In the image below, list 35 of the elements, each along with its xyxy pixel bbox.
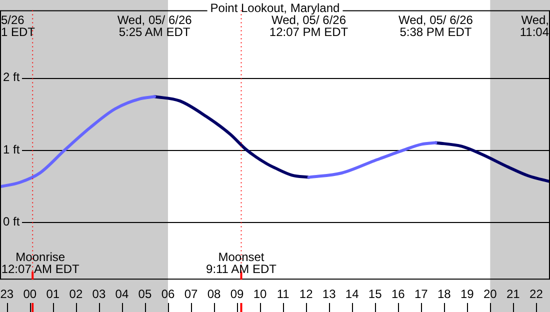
x-tick-label: 21: [506, 287, 520, 302]
ref-line-label: Moonset 9:11 AM EDT: [206, 250, 278, 276]
x-tick-label: 15: [368, 287, 382, 302]
x-tick-label: 11: [276, 287, 290, 302]
x-tick-label: 06: [161, 287, 175, 302]
x-tick-label: 01: [46, 287, 60, 302]
y-tick-label: 2 ft: [3, 70, 20, 84]
annotation: Wed, 05/ 6/26 12:07 PM EDT: [269, 13, 349, 39]
x-tick-label: 04: [115, 287, 129, 302]
x-tick-label: 16: [391, 287, 406, 302]
y-tick-label: 0 ft: [3, 214, 20, 228]
annotation: Wed, 05/ 6/26 5:25 AM EDT: [117, 13, 192, 39]
annotation: Wed, 11:04: [520, 13, 550, 39]
x-tick-label: 12: [299, 287, 314, 302]
annotation: Wed, 05/ 6/26 5:38 PM EDT: [398, 13, 474, 39]
x-tick-label: 00: [23, 287, 37, 302]
x-tick-label: 14: [345, 287, 360, 302]
annotation: 5/26 1 EDT: [1, 13, 36, 39]
x-tick-label: 22: [530, 287, 544, 302]
x-tick-label: 17: [414, 287, 428, 302]
x-tick-label: 09: [230, 287, 244, 302]
x-tick-label: 18: [437, 287, 452, 302]
x-tick-label: 02: [69, 287, 83, 302]
x-tick-label: 23: [0, 287, 14, 302]
x-tick-label: 20: [483, 287, 498, 302]
x-tick-label: 19: [460, 287, 474, 302]
chart-title: Point Lookout, Maryland: [210, 1, 340, 15]
ref-line-label: Moonrise 12:07 AM EDT: [1, 250, 80, 276]
x-tick-label: 13: [322, 287, 336, 302]
y-tick-label: 1 ft: [3, 142, 20, 156]
x-tick-label: 08: [207, 287, 222, 302]
x-tick-label: 10: [253, 287, 268, 302]
x-tick-label: 07: [184, 287, 198, 302]
x-tick-label: 03: [92, 287, 106, 302]
x-tick-label: 05: [138, 287, 152, 302]
